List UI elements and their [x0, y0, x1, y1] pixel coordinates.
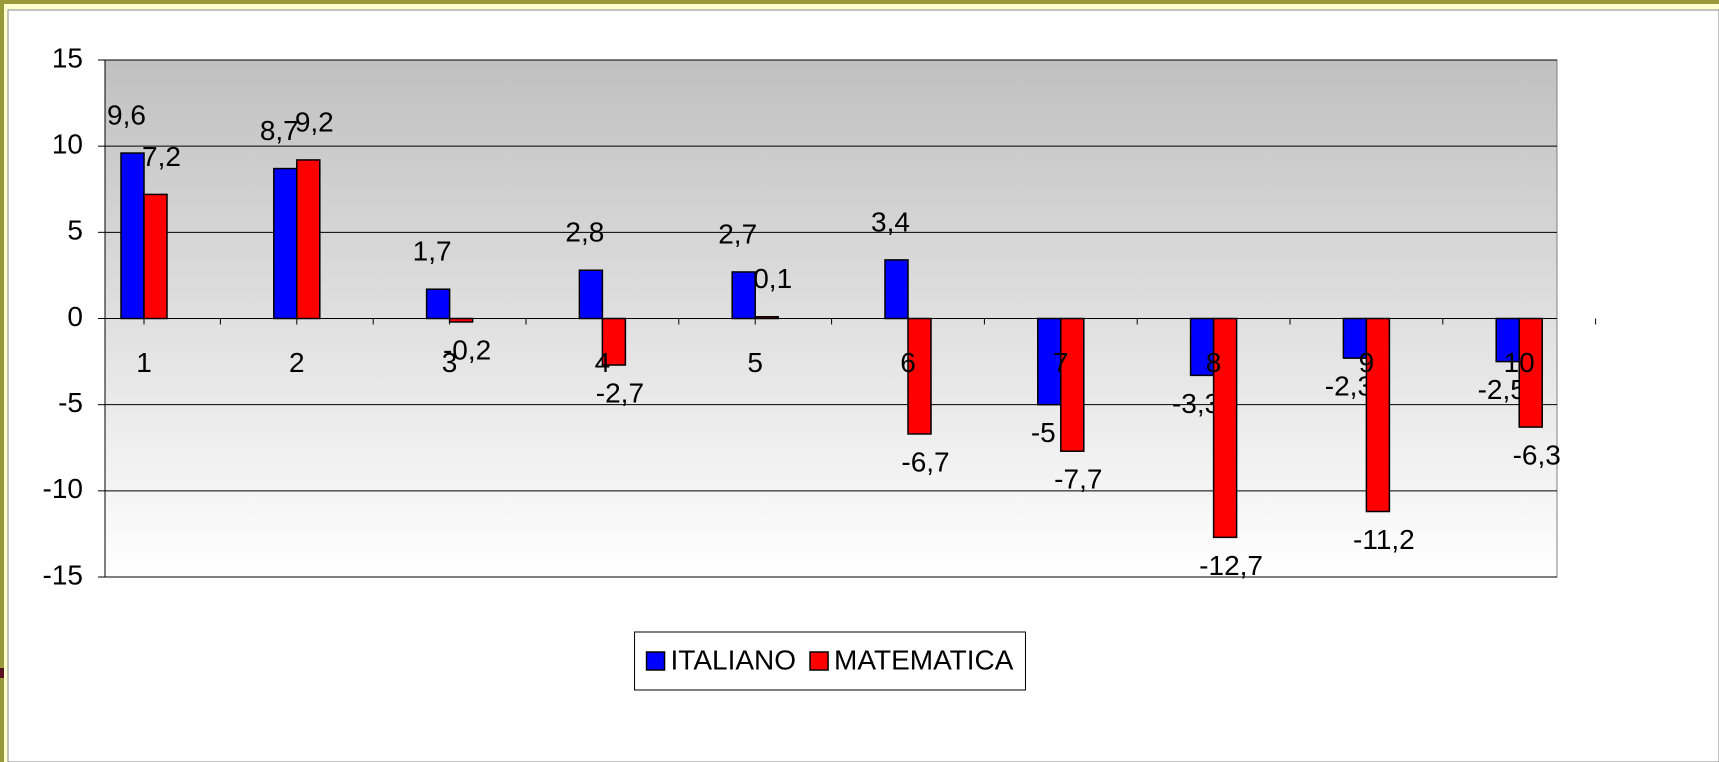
bar	[425, 288, 451, 320]
x-tick-label: 7	[1053, 347, 1069, 378]
bar	[578, 269, 604, 320]
y-tick-label: 0	[67, 301, 83, 332]
frame-edge	[0, 0, 4, 762]
data-label: -7,7	[1054, 464, 1102, 495]
data-label: 3,4	[871, 206, 910, 237]
legend-swatch	[645, 651, 666, 671]
y-tick-label: -15	[43, 559, 83, 590]
bar	[1060, 317, 1085, 452]
x-tick-label: 10	[1504, 347, 1535, 378]
x-tick-label: 8	[1206, 347, 1222, 378]
data-label: 9,6	[107, 99, 146, 130]
frame-mark	[0, 668, 4, 678]
data-label: -5	[1031, 417, 1056, 448]
data-label: -6,7	[901, 446, 949, 477]
data-label: 2,7	[718, 218, 757, 249]
bar	[120, 152, 145, 320]
legend-swatch	[809, 651, 829, 671]
data-label: -6,3	[1513, 439, 1561, 470]
x-tick-label: 5	[747, 347, 763, 378]
bar	[448, 317, 474, 323]
x-tick-label: 9	[1359, 347, 1375, 378]
data-label: -2,3	[1325, 371, 1373, 402]
data-label: 0,1	[753, 263, 792, 294]
data-label: -12,7	[1199, 550, 1263, 581]
legend-box	[634, 631, 1026, 691]
bar	[296, 159, 321, 320]
data-label: -2,7	[596, 377, 644, 408]
frame-edge	[0, 0, 1719, 4]
data-label: 9,2	[295, 106, 334, 137]
bar	[143, 193, 168, 320]
data-label: 1,7	[413, 236, 452, 267]
legend-label: MATEMATICA	[834, 644, 1014, 675]
data-label: 8,7	[260, 115, 299, 146]
data-label: 2,8	[565, 217, 604, 248]
data-label: 7,2	[142, 141, 181, 172]
x-tick-label: 6	[900, 347, 916, 378]
data-label: -11,2	[1353, 524, 1415, 555]
x-tick-label: 3	[442, 347, 458, 378]
bar	[273, 167, 298, 320]
y-tick-label: 10	[52, 129, 83, 160]
y-tick-label: 15	[52, 42, 83, 73]
x-tick-label: 1	[136, 347, 152, 378]
data-label: -0,2	[443, 334, 491, 365]
y-tick-label: -5	[58, 387, 83, 418]
x-tick-label: 2	[289, 347, 305, 378]
y-tick-label: -10	[43, 473, 83, 504]
data-label: -2,5	[1478, 374, 1526, 405]
data-label: -3,3	[1172, 388, 1220, 419]
legend-label: ITALIANO	[671, 644, 797, 675]
y-tick-label: 5	[67, 215, 83, 246]
bar	[884, 259, 909, 320]
bar	[731, 271, 756, 320]
x-tick-label: 4	[595, 347, 611, 378]
legend: ITALIANO MATEMATICA	[634, 631, 1026, 691]
